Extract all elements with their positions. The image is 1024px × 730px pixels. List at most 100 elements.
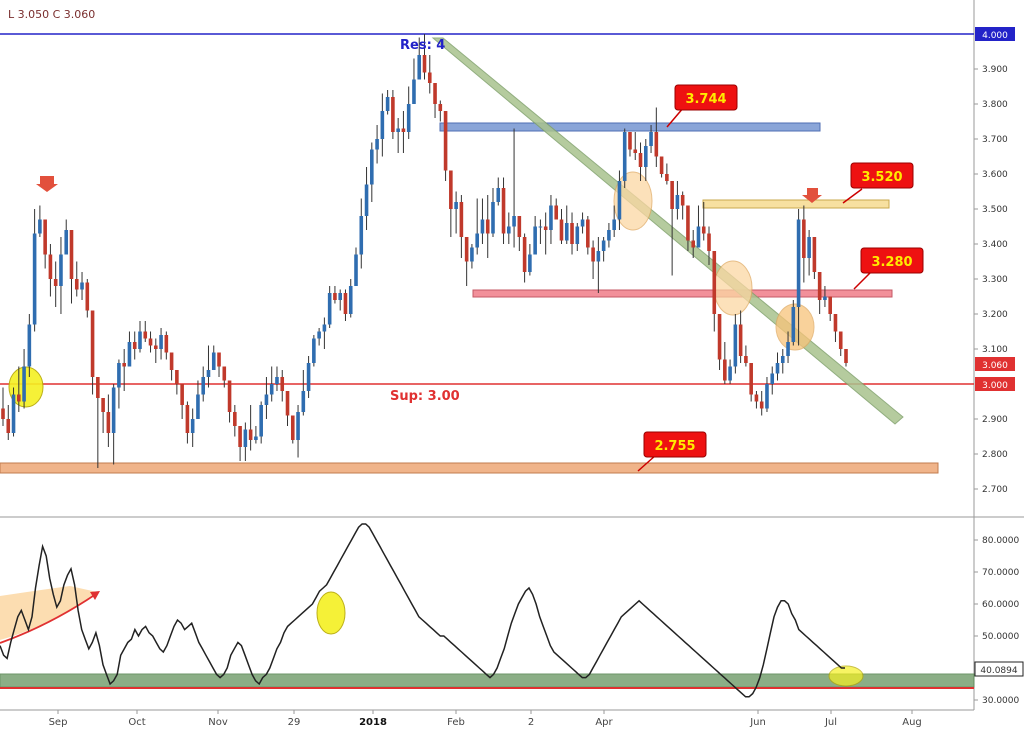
candle-body [238,426,242,447]
candle [612,205,616,237]
candle [412,58,416,104]
candle-body [591,247,595,262]
candle-body [385,97,390,111]
candle-body [554,205,559,220]
time-tick-label: 2 [528,717,534,728]
indicator-line [0,523,845,698]
candle-body [275,377,279,384]
indicator-tick-label: 30.0000 [982,696,1019,706]
candle [348,279,353,318]
candle-body [375,139,379,150]
candle-body [396,128,400,132]
tag-top-level [975,27,1015,41]
candle-body [327,293,332,325]
candle-body [538,226,543,228]
candle [633,132,638,160]
price-tick-label: 3.700 [982,135,1008,145]
candle [507,212,511,244]
candle [754,391,759,409]
candle [554,198,559,220]
highlight-ellipse [713,260,753,316]
candle [659,156,664,178]
candle [617,170,622,230]
candle-body [517,216,522,237]
candle-body [775,363,780,374]
candle [38,205,42,237]
candle-body [111,387,116,433]
candle-body [164,335,169,353]
highlight-ellipse [613,171,653,231]
candle-body [543,226,548,230]
candle [296,405,300,458]
callout-text: 3.520 [861,170,902,185]
candle-body [480,219,485,234]
candle [780,349,785,374]
candle-body [780,356,785,363]
candle-body [348,286,353,314]
candle-body [638,153,643,167]
candle [227,380,232,423]
candle [586,216,590,255]
indicator-tick-label: 60.0000 [982,600,1019,610]
candle-body [370,149,374,185]
price-tick-label: 3.200 [982,310,1008,320]
candle [127,331,132,367]
candle-body [622,132,627,181]
candle [401,111,406,153]
candle [59,237,63,314]
candle-body [17,394,21,402]
candle [385,90,390,115]
candle [243,422,248,461]
candle-body [43,219,47,255]
candle-body [522,237,527,272]
candle [32,209,37,332]
candle-body [649,132,653,146]
candle [417,37,422,80]
candle-body [333,293,337,300]
candle [333,286,337,304]
candle [359,198,364,269]
candle [686,205,690,251]
candle-body [833,314,838,332]
candle [206,345,211,388]
candle [148,331,153,353]
candle-body [701,226,706,234]
candle [217,352,221,377]
highlight-ellipse [316,591,346,635]
down-arrow-icon [36,176,58,192]
candle-body [723,359,727,381]
callout-text: 3.744 [685,92,726,107]
candle-body [528,254,532,272]
candle [543,212,548,255]
candle [17,366,21,412]
tag-top-level-text: 4.000 [982,31,1008,41]
candle-body [69,230,74,279]
callout-3520: 3.520 [842,162,914,204]
price-tick-label: 3.500 [982,205,1008,215]
candle-body [449,170,453,209]
candle-body [596,251,601,262]
candle [638,142,643,181]
candle [201,366,206,402]
candle-body [717,314,722,360]
candle-body [738,324,743,356]
candle-body [707,233,711,251]
candle [285,391,290,426]
candle [470,244,474,269]
tag-last-price [975,357,1015,371]
candle [765,377,769,412]
candle-body [628,132,632,150]
candle-body [74,279,79,290]
candle-body [643,146,648,167]
tag-indicator-value [974,661,1024,677]
candle-body [696,226,701,248]
candle [80,272,84,300]
candle-body [422,55,427,73]
candle [601,237,606,262]
candle-body [269,384,274,395]
candle [591,240,595,279]
candle [64,219,69,255]
candle [580,212,585,234]
candle [101,398,105,433]
